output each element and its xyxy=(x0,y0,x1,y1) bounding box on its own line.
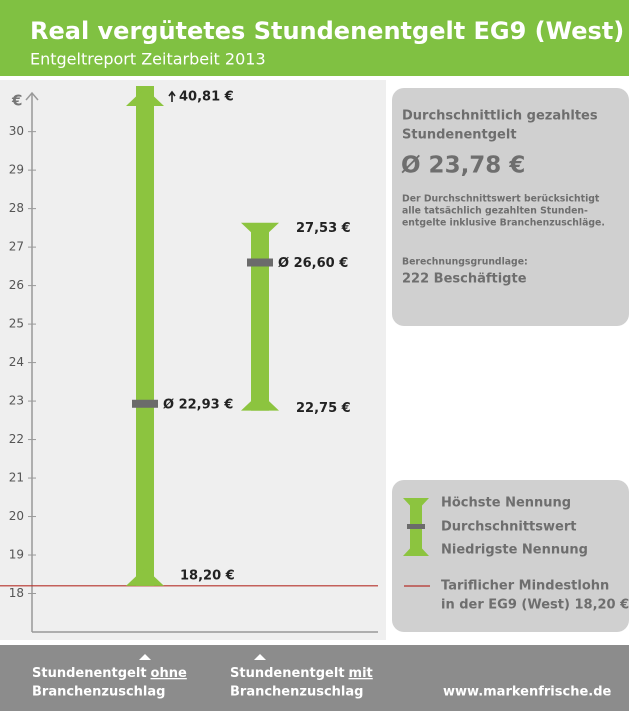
category-label: Stundenentgelt ohne xyxy=(32,666,187,681)
low-cap xyxy=(241,392,279,411)
category-label-line2: Branchenzuschlag xyxy=(32,685,165,700)
y-tick-label: 21 xyxy=(9,471,24,485)
legend-label: Höchste Nennung xyxy=(441,496,571,511)
y-tick-label: 23 xyxy=(9,394,24,408)
panel-basis-value: 222 Beschäftigte xyxy=(402,272,527,287)
low-cap xyxy=(126,567,164,586)
mean-marker xyxy=(247,258,273,267)
high-label: 27,53 € xyxy=(296,221,351,236)
category-label-underlined: ohne xyxy=(151,666,187,681)
legend-mean xyxy=(407,524,425,529)
y-tick-label: 28 xyxy=(9,201,24,215)
legend-reference-label: in der EG9 (West) 18,20 € xyxy=(441,598,629,613)
mean-label: Ø 26,60 € xyxy=(278,256,348,271)
high-label: 40,81 € xyxy=(179,90,234,105)
title: Real vergütetes Stundenentgelt EG9 (West… xyxy=(30,17,624,45)
panel-note: Der Durchschnittswert berücksichtigt xyxy=(402,194,600,205)
legend-label: Durchschnittswert xyxy=(441,520,576,535)
y-tick-label: 22 xyxy=(9,432,24,446)
category-label: Stundenentgelt mit xyxy=(230,666,373,681)
mean-marker xyxy=(132,399,158,408)
legend-low-cap xyxy=(403,542,429,556)
legend-panel xyxy=(392,480,629,632)
category-label-line2: Branchenzuschlag xyxy=(230,685,363,700)
mean-label: Ø 22,93 € xyxy=(163,397,233,412)
legend-reference-label: Tariflicher Mindestlohn xyxy=(441,579,609,594)
high-arrow xyxy=(126,88,164,106)
category-label-underlined: mit xyxy=(349,666,373,681)
y-tick-label: 29 xyxy=(9,163,24,177)
y-tick-label: 27 xyxy=(9,240,24,254)
legend-high-cap xyxy=(403,498,429,512)
y-unit: € xyxy=(11,92,22,110)
header xyxy=(0,0,629,76)
category-label-part: Stundenentgelt xyxy=(32,666,147,681)
range-bar xyxy=(136,86,154,586)
panel-heading: Durchschnittlich gezahltes xyxy=(402,109,598,124)
panel-basis-label: Berechnungsgrundlage: xyxy=(402,257,528,268)
panel-average: Ø 23,78 € xyxy=(401,153,525,179)
y-tick-label: 30 xyxy=(9,124,24,138)
low-label: 18,20 € xyxy=(180,568,235,583)
footer xyxy=(0,645,629,711)
panel-note: entgelte inklusive Branchenzuschläge. xyxy=(402,218,605,229)
y-axis-arrow xyxy=(25,91,39,101)
panel-note: alle tatsächlich gezahlten Stunden- xyxy=(402,206,588,217)
category-label-part: Stundenentgelt xyxy=(230,666,345,681)
y-tick-label: 19 xyxy=(9,548,24,562)
high-cap xyxy=(241,222,279,241)
up-arrow-icon xyxy=(168,90,176,102)
info-panel xyxy=(392,88,629,326)
range-bar xyxy=(251,226,269,411)
legend-label: Niedrigste Nennung xyxy=(441,543,588,558)
category-pointer xyxy=(254,654,266,660)
category-pointer xyxy=(139,654,151,660)
low-label: 22,75 € xyxy=(296,401,351,416)
y-tick-label: 26 xyxy=(9,278,24,292)
y-tick-label: 24 xyxy=(9,355,24,369)
y-tick-label: 18 xyxy=(9,586,24,600)
panel-heading: Stundenentgelt xyxy=(402,128,517,143)
plot-background xyxy=(0,80,386,640)
y-tick-label: 20 xyxy=(9,509,24,523)
subtitle: Entgeltreport Zeitarbeit 2013 xyxy=(30,50,266,69)
y-tick-label: 25 xyxy=(9,317,24,331)
source: www.markenfrische.de xyxy=(443,685,612,700)
